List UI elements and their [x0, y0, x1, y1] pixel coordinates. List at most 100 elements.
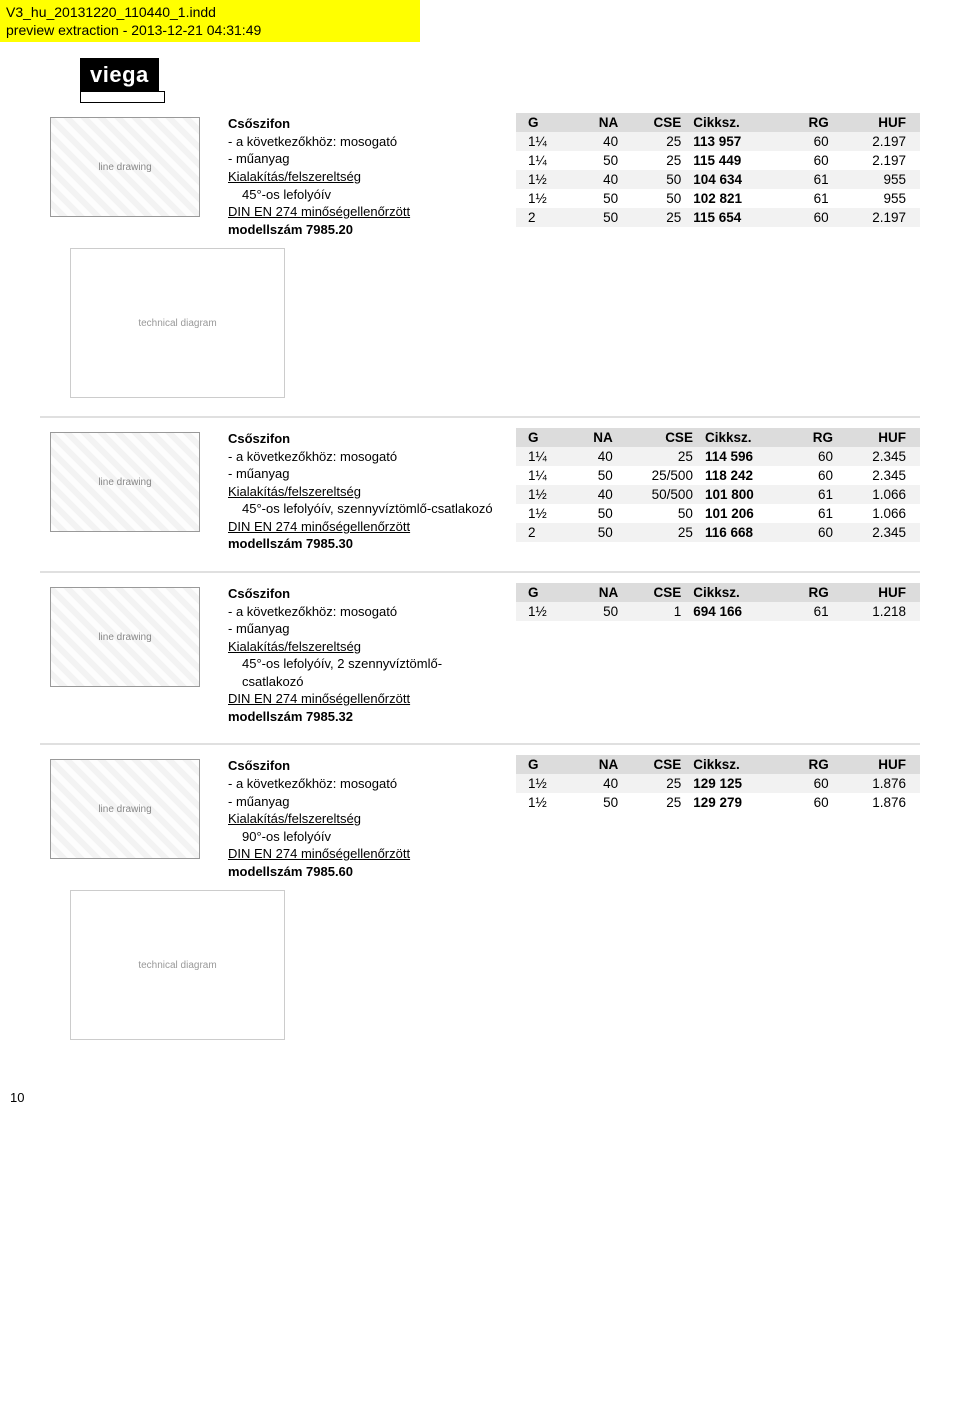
col-g: G	[516, 583, 574, 602]
model-number: modellszám 7985.20	[228, 221, 498, 239]
pricing-table: GNACSECikksz.RGHUF1¼4025113 957602.1971¼…	[516, 113, 920, 227]
model-number: modellszám 7985.60	[228, 863, 498, 881]
technical-diagram: technical diagram	[70, 248, 285, 398]
cell-rg: 61	[784, 170, 835, 189]
desc-bullet: - műanyag	[228, 465, 498, 483]
product-title: Csőszifon	[228, 115, 498, 133]
table-header-row: GNACSECikksz.RGHUF	[516, 428, 920, 447]
desc-bullet: - műanyag	[228, 150, 498, 168]
table-row: 1½4025129 125601.876	[516, 774, 920, 793]
col-g: G	[516, 113, 574, 132]
cell-cse: 25	[624, 793, 687, 812]
cell-na: 40	[574, 170, 624, 189]
col-rg: RG	[784, 113, 835, 132]
product-line-drawing: line drawing	[50, 587, 200, 687]
cell-cse: 25	[624, 208, 687, 227]
cell-na: 50	[574, 208, 624, 227]
cell-na: 50	[571, 466, 618, 485]
product-image-col: line drawing	[40, 755, 210, 880]
din-line: DIN EN 274 minőségellenőrzött	[228, 845, 498, 863]
section-divider	[40, 571, 920, 573]
cell-g: 2	[516, 523, 571, 542]
cell-huf: 2.197	[835, 132, 920, 151]
banner-line2: preview extraction - 2013-12-21 04:31:49	[6, 21, 414, 39]
table-row: 25025115 654602.197	[516, 208, 920, 227]
cell-cikksz: 115 654	[687, 208, 783, 227]
cell-na: 50	[574, 793, 624, 812]
model-number: modellszám 7985.30	[228, 535, 498, 553]
cell-rg: 61	[790, 485, 839, 504]
config-heading: Kialakítás/felszereltség	[228, 483, 498, 501]
table-row: 1½501694 166611.218	[516, 602, 920, 621]
cell-rg: 60	[790, 523, 839, 542]
cell-huf: 2.345	[839, 466, 920, 485]
table-row: 1½4050104 63461955	[516, 170, 920, 189]
config-item: 90°-os lefolyóív	[228, 828, 498, 846]
cell-huf: 955	[835, 170, 920, 189]
cell-na: 40	[574, 132, 624, 151]
cell-huf: 2.197	[835, 151, 920, 170]
col-huf: HUF	[835, 583, 920, 602]
col-cse: CSE	[624, 755, 687, 774]
cell-rg: 61	[784, 189, 835, 208]
col-rg: RG	[784, 755, 835, 774]
product-image-col: line drawing	[40, 113, 210, 238]
pricing-table-col: GNACSECikksz.RGHUF1¼4025113 957602.1971¼…	[516, 113, 920, 238]
cell-huf: 955	[835, 189, 920, 208]
cell-cikksz: 113 957	[687, 132, 783, 151]
cell-cse: 25	[624, 774, 687, 793]
pricing-table: GNACSECikksz.RGHUF1¼4025114 596602.3451¼…	[516, 428, 920, 542]
pricing-table: GNACSECikksz.RGHUF1½4025129 125601.8761½…	[516, 755, 920, 812]
col-g: G	[516, 755, 574, 774]
preview-banner: V3_hu_20131220_110440_1.indd preview ext…	[0, 0, 420, 42]
col-rg: RG	[784, 583, 835, 602]
cell-g: 1½	[516, 189, 574, 208]
col-rg: RG	[790, 428, 839, 447]
cell-na: 40	[574, 774, 624, 793]
cell-g: 1¼	[516, 132, 574, 151]
cell-huf: 1.876	[835, 774, 920, 793]
cell-huf: 2.345	[839, 447, 920, 466]
cell-huf: 1.218	[835, 602, 920, 621]
desc-bullet: - a következőkhöz: mosogató	[228, 603, 498, 621]
cell-cikksz: 129 125	[687, 774, 783, 793]
col-huf: HUF	[839, 428, 920, 447]
cell-g: 1½	[516, 774, 574, 793]
table-row: 1¼4025113 957602.197	[516, 132, 920, 151]
cell-cse: 50	[624, 170, 687, 189]
desc-bullet: - műanyag	[228, 620, 498, 638]
cell-g: 2	[516, 208, 574, 227]
table-header-row: GNACSECikksz.RGHUF	[516, 113, 920, 132]
product-section: line drawingCsőszifon- a következőkhöz: …	[40, 755, 920, 880]
section-divider	[40, 416, 920, 418]
desc-bullet: - a következőkhöz: mosogató	[228, 133, 498, 151]
product-line-drawing: line drawing	[50, 759, 200, 859]
cell-g: 1½	[516, 602, 574, 621]
cell-na: 50	[571, 504, 618, 523]
product-image-col: line drawing	[40, 428, 210, 553]
product-section: line drawingCsőszifon- a következőkhöz: …	[40, 583, 920, 725]
cell-huf: 1.066	[839, 485, 920, 504]
din-line: DIN EN 274 minőségellenőrzött	[228, 690, 498, 708]
cell-na: 40	[571, 485, 618, 504]
cell-cikksz: 114 596	[699, 447, 791, 466]
cell-na: 50	[574, 151, 624, 170]
product-title: Csőszifon	[228, 757, 498, 775]
cell-cikksz: 115 449	[687, 151, 783, 170]
col-huf: HUF	[835, 113, 920, 132]
config-item: 45°-os lefolyóív, szennyvíztömlő-csatlak…	[228, 500, 498, 518]
table-row: 1¼5025115 449602.197	[516, 151, 920, 170]
col-g: G	[516, 428, 571, 447]
col-cikksz: Cikksz.	[687, 113, 783, 132]
col-na: NA	[574, 755, 624, 774]
cell-cikksz: 102 821	[687, 189, 783, 208]
cell-g: 1½	[516, 170, 574, 189]
logo-block: viega	[80, 58, 960, 103]
cell-g: 1½	[516, 504, 571, 523]
col-na: NA	[574, 113, 624, 132]
cell-rg: 60	[790, 447, 839, 466]
config-item: 45°-os lefolyóív	[228, 186, 498, 204]
cell-na: 50	[574, 189, 624, 208]
cell-na: 50	[574, 602, 624, 621]
table-row: 1½5025129 279601.876	[516, 793, 920, 812]
